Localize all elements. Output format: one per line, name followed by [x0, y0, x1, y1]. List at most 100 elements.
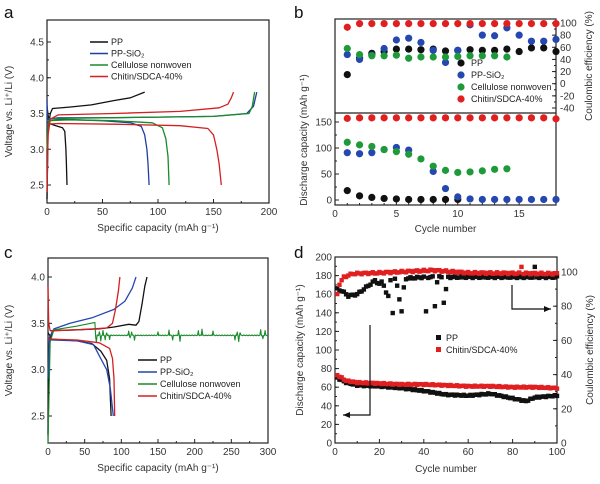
- panel-d-capacity-point: [372, 384, 378, 389]
- panel-d-efficiency-point: [545, 274, 551, 280]
- panel-d-capacity-point: [525, 398, 531, 403]
- panel-d-capacity-point: [481, 392, 486, 397]
- panel-d-capacity-point: [383, 384, 389, 389]
- panel-d-capacity-point: [463, 384, 469, 389]
- panel-b-efficiency-point: [466, 20, 474, 28]
- panel-d-capacity-point: [388, 384, 393, 389]
- panel-c-xtick-label: 300: [260, 447, 277, 458]
- panel-b-legend-label: PP-SiO₂: [471, 70, 505, 80]
- panel-b-capacity-point: [380, 194, 388, 203]
- panel-d-efficiency-point: [355, 291, 360, 297]
- panel-a-ytick-label: 3.0: [30, 145, 44, 156]
- panel-d-capacity-point: [483, 383, 489, 389]
- panel-b-efficiency-point: [540, 44, 548, 52]
- panel-d-capacity-point: [437, 390, 442, 396]
- panel-d-efficiency-point: [414, 268, 420, 273]
- panel-d-efficiency-point: [470, 275, 475, 281]
- panel-d-capacity-point: [335, 372, 340, 378]
- panel-d-capacity-point: [401, 385, 407, 391]
- panel-d-efficiency-point: [372, 271, 378, 276]
- panel-d-capacity-point: [512, 397, 518, 402]
- panel-d-efficiency-point: [346, 294, 351, 299]
- panel-b-capacity-point: [417, 155, 425, 163]
- panel-d-capacity-point: [443, 383, 449, 388]
- panel-b-efficiency-point: [515, 31, 523, 39]
- panel-d-ytick-label: 200: [315, 253, 332, 264]
- panel-c-ytick-label: 3.0: [31, 365, 45, 376]
- panel-d-efficiency-point: [428, 274, 433, 280]
- panel-d-capacity-point: [485, 391, 491, 396]
- panel-b-capacity-point: [343, 114, 351, 122]
- panel-d-capacity-point: [430, 382, 435, 387]
- panel-d-efficiency-point: [503, 274, 509, 279]
- panel-c-chart: 0 50 100 150 200 250 300 2.5 3.0 3.5 4.0 Specific c…: [4, 257, 277, 474]
- panel-d-efficiency-point: [479, 275, 484, 280]
- panel-d-efficiency-point: [541, 274, 546, 279]
- panel-d-capacity-point: [505, 385, 511, 390]
- panel-b-capacity-point: [515, 114, 523, 122]
- panel-c-series-3-charge: [47, 276, 121, 332]
- panel-d-efficiency-point: [534, 275, 540, 280]
- panel-b-efficiency-point: [343, 44, 351, 53]
- panel-d-efficiency-point: [343, 292, 349, 297]
- panel-d-capacity-point: [499, 393, 504, 399]
- panel-d-capacity-point: [477, 392, 482, 398]
- panel-d-efficiency-point: [426, 275, 431, 281]
- panel-d-efficiency-point: [512, 274, 518, 280]
- panel-d-efficiency-point: [454, 275, 460, 280]
- panel-b-efficiency-point: [527, 44, 536, 52]
- panel-d-efficiency-point: [426, 268, 431, 274]
- panel-b-efficiency-point: [417, 46, 425, 54]
- panel-d-efficiency-point: [394, 283, 400, 288]
- panel-b-capacity-point: [478, 167, 486, 175]
- panel-d-efficiency-point: [481, 274, 486, 279]
- panel-d-capacity-point: [488, 384, 493, 390]
- panel-b-efficiency-point: [417, 38, 425, 47]
- panel-d-efficiency-point: [392, 269, 398, 274]
- panel-d-ytick-right-label: 80: [561, 302, 573, 313]
- panel-d-ytick-label: 60: [321, 383, 333, 394]
- panel-d-capacity-point: [414, 388, 420, 393]
- panel-d-efficiency-point: [468, 274, 473, 280]
- panel-b-efficiency-point: [491, 52, 499, 60]
- panel-d-capacity-point: [479, 383, 484, 388]
- panel-b-efficiency-point: [368, 52, 376, 60]
- panel-b-efficiency-point: [405, 45, 413, 53]
- panel-d-efficiency-point: [523, 270, 529, 275]
- panel-d-efficiency-point: [472, 269, 478, 275]
- panel-d-capacity-point: [417, 388, 422, 393]
- panel-d-capacity-point: [497, 383, 502, 389]
- panel-d-efficiency-point: [374, 271, 380, 276]
- panel-a-legend-label: Cellulose nonwoven: [111, 60, 192, 70]
- panel-d-efficiency-point: [346, 273, 351, 278]
- panel-d-capacity-point: [386, 381, 391, 387]
- panel-d-efficiency-point: [423, 268, 429, 274]
- panel-d-capacity-point: [468, 384, 473, 389]
- panel-d-capacity-point: [450, 392, 455, 397]
- panel-b-efficiency-point: [355, 20, 364, 28]
- panel-d-capacity-point: [439, 383, 444, 388]
- panel-d-capacity-point: [432, 390, 438, 395]
- panel-d-efficiency-point: [428, 267, 433, 272]
- panel-b-efficiency-point: [540, 37, 548, 45]
- panel-d-efficiency-point: [508, 270, 513, 276]
- panel-d-capacity-point: [426, 382, 431, 387]
- panel-d-capacity-point: [548, 386, 553, 391]
- panel-b-xtick-label: 10: [452, 209, 464, 220]
- panel-d-efficiency-point: [392, 276, 398, 281]
- panel-d-capacity-point: [481, 384, 486, 389]
- panel-d-capacity-point: [386, 385, 391, 390]
- panel-b-efficiency-point: [405, 54, 413, 62]
- panel-d-capacity-point: [454, 392, 460, 397]
- panel-d-efficiency-point: [417, 275, 422, 280]
- panel-b-capacity-point: [503, 195, 511, 204]
- panel-b-ytick-right-label: 100: [560, 19, 577, 30]
- panel-d-efficiency-point: [408, 275, 413, 280]
- panel-d-capacity-point: [541, 385, 546, 391]
- panel-d-efficiency-point: [519, 264, 524, 270]
- panel-d-xtick-label: 60: [463, 447, 475, 458]
- panel-d-efficiency-point: [461, 275, 466, 280]
- panel-d-capacity-point: [419, 387, 424, 393]
